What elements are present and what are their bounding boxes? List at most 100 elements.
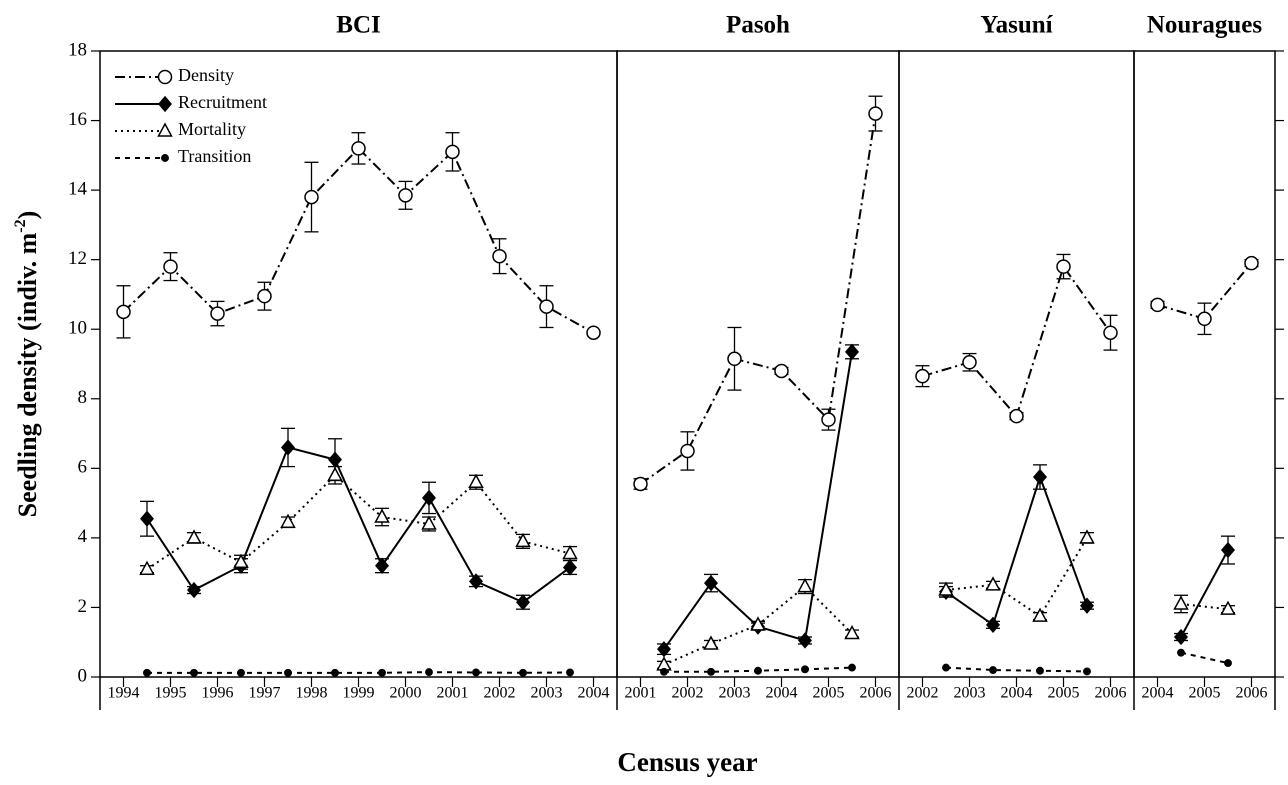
marker: [139, 560, 155, 575]
marker: [472, 668, 480, 677]
marker: [351, 141, 366, 156]
x-tick-label: 2003: [719, 685, 751, 702]
y-tick-label: 10: [68, 318, 87, 339]
marker: [190, 668, 198, 677]
series-line: [663, 351, 853, 650]
marker: [1150, 297, 1165, 313]
marker: [563, 559, 577, 576]
x-tick-label: 1997: [249, 685, 281, 702]
series-line: [945, 473, 1088, 627]
marker: [187, 581, 201, 599]
legend-label: Density: [178, 65, 234, 85]
marker: [375, 557, 389, 574]
legend-marker: [157, 122, 173, 137]
marker: [942, 663, 950, 672]
marker: [237, 668, 245, 677]
marker: [143, 668, 151, 677]
marker: [1083, 667, 1091, 676]
series-line: [147, 671, 571, 674]
panel-frame: [898, 50, 1135, 678]
marker: [1036, 666, 1044, 675]
marker: [1224, 659, 1232, 668]
marker: [657, 641, 671, 658]
x-tick-label: 2005: [1048, 685, 1080, 702]
y-tick-label: 6: [78, 457, 88, 478]
series-line: [1180, 549, 1229, 638]
marker: [938, 581, 954, 596]
marker: [284, 668, 292, 677]
y-tick-label: 18: [68, 39, 87, 60]
marker: [1221, 541, 1235, 559]
marker: [421, 515, 437, 530]
marker: [1103, 325, 1118, 340]
legend-label: Transition: [178, 146, 251, 166]
x-tick-label: 2006: [1236, 685, 1268, 702]
x-tick-label: 2001: [625, 685, 657, 702]
marker: [257, 288, 272, 304]
y-axis-label-part: -2: [12, 219, 29, 232]
marker: [492, 248, 507, 264]
x-axis-label: Census year: [617, 747, 757, 777]
y-tick-label: 16: [68, 109, 87, 130]
marker: [848, 663, 856, 672]
series-line: [1180, 602, 1229, 611]
marker: [798, 632, 812, 649]
x-tick-label: 2000: [390, 685, 422, 702]
marker: [374, 508, 390, 523]
x-tick-label: 2005: [1189, 685, 1221, 702]
marker: [281, 439, 295, 456]
x-tick-label: 1994: [108, 685, 140, 702]
panel-title: BCI: [336, 12, 380, 39]
marker: [562, 544, 578, 560]
y-axis-label: Seedling density (indiv. m-2): [12, 211, 42, 518]
x-tick-label: 1995: [155, 685, 187, 702]
marker: [163, 259, 178, 274]
marker: [516, 594, 530, 611]
x-tick-label: 2004: [1142, 685, 1174, 702]
y-tick-label: 14: [68, 178, 88, 199]
marker: [1177, 648, 1185, 657]
x-tick-label: 2006: [1095, 685, 1127, 702]
marker: [1220, 600, 1236, 615]
legend-marker: [157, 69, 173, 85]
legend-marker: [161, 154, 169, 162]
y-tick-label: 12: [68, 248, 87, 269]
marker: [304, 189, 319, 205]
marker: [750, 616, 766, 631]
marker: [331, 668, 339, 677]
marker: [445, 144, 460, 160]
marker: [1009, 408, 1024, 424]
series-line: [945, 666, 1088, 673]
marker: [422, 489, 436, 507]
marker: [157, 69, 173, 85]
x-tick-label: 2002: [484, 685, 516, 702]
marker: [140, 510, 154, 527]
marker: [774, 363, 789, 379]
marker: [1033, 468, 1047, 486]
y-axis-label-part: ): [13, 211, 42, 220]
marker: [1080, 597, 1094, 614]
marker: [633, 476, 648, 492]
x-tick-label: 2003: [531, 685, 563, 702]
marker: [754, 666, 762, 675]
marker: [985, 576, 1001, 591]
marker: [1197, 311, 1212, 327]
x-tick-label: 2004: [578, 685, 610, 702]
marker: [660, 667, 668, 676]
marker: [210, 306, 225, 321]
marker: [962, 355, 977, 370]
marker: [425, 668, 433, 677]
panel-title: Nouragues: [1147, 12, 1263, 39]
x-tick-label: 2004: [766, 685, 798, 702]
marker: [1056, 259, 1071, 274]
marker: [186, 529, 202, 544]
marker: [797, 578, 813, 593]
series-line: [1180, 651, 1229, 665]
x-tick-label: 2006: [860, 685, 892, 702]
marker: [1244, 255, 1259, 271]
marker: [539, 299, 554, 314]
marker: [1174, 628, 1188, 646]
x-tick-label: 2005: [813, 685, 845, 702]
y-tick-label: 8: [78, 387, 88, 408]
